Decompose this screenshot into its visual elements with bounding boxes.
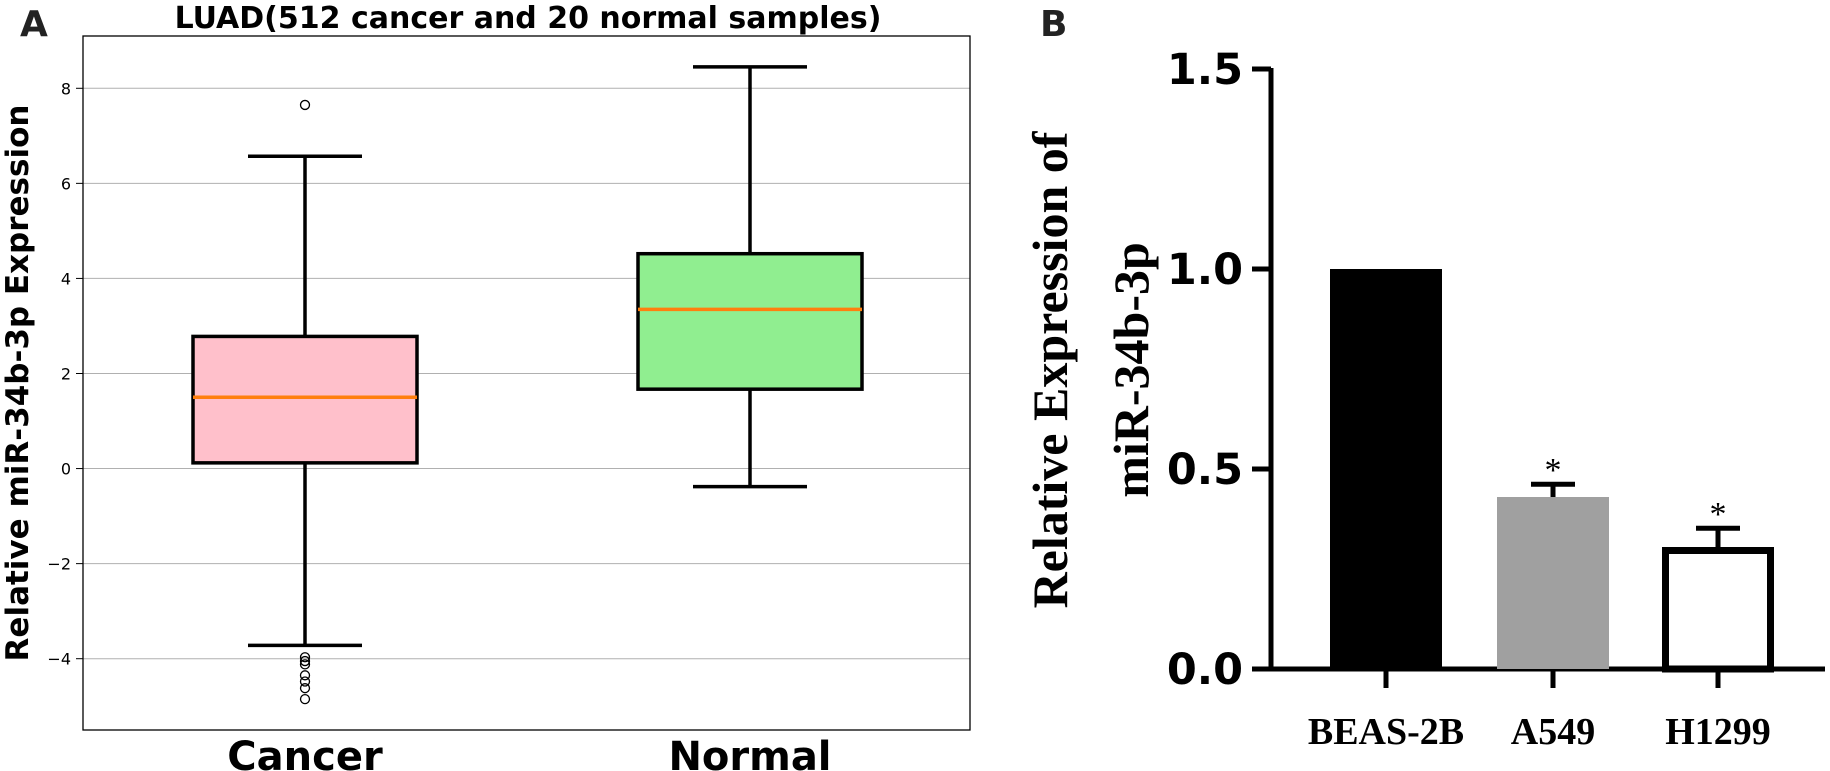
bar-a549 xyxy=(1497,497,1609,669)
x-category-label: Normal xyxy=(668,734,831,771)
bar-beas-2b xyxy=(1330,269,1442,669)
outlier-point xyxy=(299,652,311,663)
chart-b: 0.0 0.5 1.0 1.5 BEAS-2B A549 * H1299 * xyxy=(1167,45,1825,753)
y-tick-label: 0.0 xyxy=(1167,645,1243,695)
y-tick-label: −2 xyxy=(47,555,71,574)
y-tick-label: 2 xyxy=(61,364,71,383)
outlier-point xyxy=(299,683,311,694)
y-tick-label: 6 xyxy=(61,174,71,193)
outlier-point xyxy=(299,659,311,670)
y-tick-label: 0 xyxy=(61,460,71,479)
chart-b-ylabel-line2: miR-34b-3p xyxy=(1103,242,1159,498)
bar-h1299 xyxy=(1662,547,1774,673)
x-category-label: H1299 xyxy=(1665,711,1771,753)
significance-marker: * xyxy=(1545,452,1562,489)
outlier-point xyxy=(299,99,311,111)
chart-b-ylabel-line1: Relative Expression of xyxy=(1022,130,1078,608)
y-tick-label: 1.0 xyxy=(1167,245,1243,295)
y-tick-label: 1.5 xyxy=(1167,45,1243,95)
box-normal xyxy=(636,251,864,391)
chart-a-ylabel: Relative miR-34b-3p Expression xyxy=(0,105,36,662)
significance-marker: * xyxy=(1710,496,1727,533)
panel-a-letter: A xyxy=(20,4,48,45)
x-category-label: BEAS-2B xyxy=(1308,711,1464,753)
box-cancer xyxy=(191,334,419,465)
x-category-label: A549 xyxy=(1511,711,1595,753)
chart-a-title: LUAD(512 cancer and 20 normal samples) xyxy=(175,1,882,36)
y-tick-label: 0.5 xyxy=(1167,445,1243,495)
y-tick-label: 4 xyxy=(61,269,71,288)
y-tick-label: 8 xyxy=(61,79,71,98)
outlier-point xyxy=(299,670,311,681)
plot-frame xyxy=(82,35,971,731)
outlier-point xyxy=(299,693,311,705)
y-tick-label: −4 xyxy=(47,650,71,669)
chart-a: −4 −2 0 2 4 6 8 Cancer Normal xyxy=(47,35,971,771)
outlier-point xyxy=(299,655,311,667)
x-category-label: Cancer xyxy=(227,734,383,771)
panel-b-letter: B xyxy=(1040,4,1067,45)
outlier-point xyxy=(299,676,311,687)
